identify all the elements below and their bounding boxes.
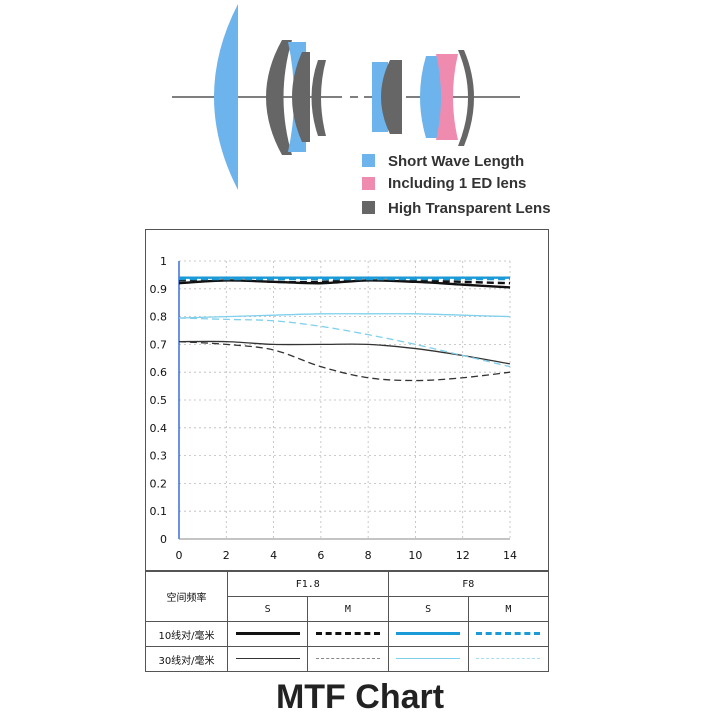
mtf-series-line-7 bbox=[178, 313, 511, 319]
sample-cell bbox=[467, 646, 550, 672]
legend-label-transparent: High Transparent Lens bbox=[388, 200, 551, 217]
y-tick-label: 0.1 bbox=[150, 505, 168, 518]
lens-element-2 bbox=[266, 40, 292, 155]
x-tick-label: 2 bbox=[223, 549, 230, 562]
line-sample bbox=[235, 658, 300, 659]
line-sample bbox=[396, 632, 461, 635]
legend-swatch-short-wave bbox=[362, 154, 375, 167]
lens-element-9 bbox=[436, 54, 458, 140]
x-tick-label: 0 bbox=[176, 549, 183, 562]
sample-cell bbox=[307, 621, 389, 647]
sample-cell bbox=[226, 621, 309, 647]
x-tick-label: 6 bbox=[317, 549, 324, 562]
table-row-10lp: 10线对/毫米 bbox=[145, 621, 550, 647]
line-sample bbox=[315, 658, 380, 659]
legend-label-short-wave: Short Wave Length bbox=[388, 153, 524, 170]
line-sample bbox=[315, 632, 380, 635]
lens-element-1 bbox=[214, 4, 238, 190]
y-tick-label: 1 bbox=[160, 255, 167, 268]
table-subheader-m: M bbox=[467, 596, 550, 622]
row-label-10lp: 10线对/毫米 bbox=[145, 621, 228, 647]
x-tick-label: 4 bbox=[270, 549, 277, 562]
mtf-series-line-5 bbox=[178, 340, 511, 365]
sample-cell bbox=[467, 621, 550, 647]
y-tick-label: 0.9 bbox=[150, 283, 168, 296]
line-sample bbox=[476, 658, 541, 659]
table-row-30lp: 30线对/毫米 bbox=[145, 646, 550, 672]
lens-element-8 bbox=[420, 56, 444, 138]
y-tick-label: 0.4 bbox=[150, 422, 168, 435]
mtf-series-line-8 bbox=[178, 317, 511, 368]
y-tick-label: 0.8 bbox=[150, 311, 168, 324]
legend-label-ed-lens: Including 1 ED lens bbox=[388, 175, 526, 192]
table-subheader-s: S bbox=[226, 596, 309, 622]
x-tick-label: 14 bbox=[503, 549, 517, 562]
sample-cell bbox=[387, 621, 469, 647]
mtf-chart: 00.10.20.30.40.50.60.70.80.910 2 4 6 8 10 12 14 bbox=[150, 255, 518, 562]
lens-element-7 bbox=[381, 60, 402, 134]
chart-frame bbox=[145, 229, 549, 571]
y-tick-label: 0.2 bbox=[150, 477, 168, 490]
line-sample bbox=[476, 632, 541, 635]
lens-element-4 bbox=[292, 52, 310, 142]
sample-cell bbox=[387, 646, 469, 672]
legend-swatch-transparent bbox=[362, 201, 375, 214]
y-tick-label: 0 bbox=[160, 533, 167, 546]
sample-cell bbox=[226, 646, 309, 672]
lens-element-5 bbox=[311, 60, 326, 136]
line-sample bbox=[396, 658, 461, 659]
table-header-f8: F8 bbox=[387, 571, 549, 597]
legend-swatch-ed-lens bbox=[362, 177, 375, 190]
line-sample bbox=[235, 632, 300, 635]
table-subheader-m: M bbox=[307, 596, 389, 622]
x-tick-label: 8 bbox=[365, 549, 372, 562]
mtf-series-line-1 bbox=[178, 279, 511, 289]
y-tick-label: 0.5 bbox=[150, 394, 168, 407]
mtf-legend-table: 空间频率 F1.8 F8 S M S M 10线对/毫米 30线对/毫米 bbox=[145, 571, 550, 672]
row-label-30lp: 30线对/毫米 bbox=[145, 646, 228, 672]
lens-element-10 bbox=[458, 50, 474, 146]
table-subheader-s: S bbox=[387, 596, 469, 622]
lens-diagram: Short Wave Length Including 1 ED lens Hi… bbox=[172, 4, 551, 217]
x-tick-label: 10 bbox=[408, 549, 422, 562]
table-header-f18: F1.8 bbox=[227, 571, 389, 597]
mtf-series-line-6 bbox=[178, 340, 511, 382]
x-tick-label: 12 bbox=[456, 549, 470, 562]
page-title: MTF Chart bbox=[275, 678, 445, 716]
mtf-series-line-2 bbox=[178, 277, 511, 285]
sample-cell bbox=[307, 646, 389, 672]
y-tick-label: 0.3 bbox=[150, 450, 168, 463]
y-tick-label: 0.7 bbox=[150, 338, 168, 351]
table-header-frequency: 空间频率 bbox=[145, 571, 228, 622]
y-tick-label: 0.6 bbox=[150, 366, 168, 379]
